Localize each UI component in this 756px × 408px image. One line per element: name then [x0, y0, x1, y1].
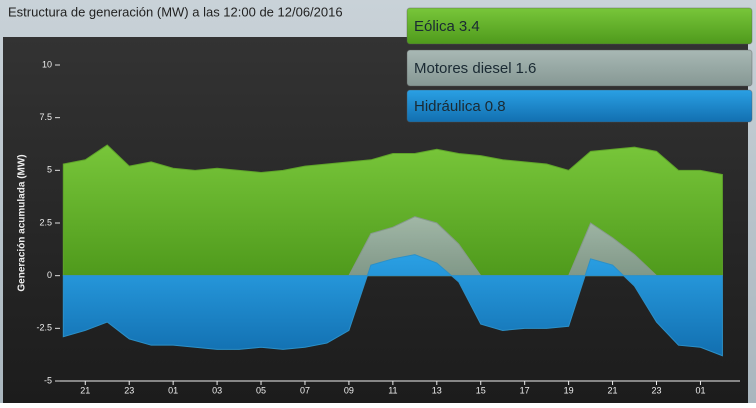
x-tick-label: 11: [388, 385, 397, 395]
x-tick-label: 03: [212, 385, 222, 395]
x-tick-label: 07: [300, 385, 310, 395]
legend-box: [406, 49, 753, 87]
legend-value: 1.6: [516, 60, 537, 77]
area: [62, 254, 723, 357]
legend-label: Motores diesel 1.6: [414, 60, 536, 77]
legend-value: 0.8: [485, 98, 506, 115]
y-axis-label: Generación acumulada (MW): [17, 154, 28, 291]
x-tick-label: 23: [652, 385, 662, 395]
legend-label: Hidráulica 0.8: [414, 98, 506, 115]
legend-name: Motores diesel: [414, 60, 512, 77]
x-tick-label: 09: [344, 385, 354, 395]
x-tick-label: 01: [168, 385, 178, 395]
y-tick-label: -5: [44, 375, 52, 385]
legend-box: [406, 89, 753, 123]
x-tick-label: 21: [80, 385, 90, 395]
y-tick-label: 5: [47, 165, 52, 175]
legend-value: 3.4: [459, 18, 480, 35]
legend: Eólica 3.4 Motores diesel 1.6 Hidráulica 0.8: [406, 7, 753, 123]
x-tick-label: 13: [432, 385, 442, 395]
legend-label: Eólica 3.4: [414, 18, 480, 35]
x-tick-label: 15: [476, 385, 486, 395]
legend-name: Hidráulica: [414, 98, 481, 115]
x-tick-label: 05: [256, 385, 266, 395]
y-tick-label: 10: [42, 59, 52, 69]
y-tick-label: -2.5: [36, 323, 52, 333]
x-tick-label: 17: [520, 385, 530, 395]
chart-title: Estructura de generación (MW) a las 12:0…: [8, 4, 343, 19]
legend-name: Eólica: [414, 18, 456, 35]
y-tick-label: 0: [47, 270, 52, 280]
legend-box: [406, 7, 753, 45]
x-tick-label: 01: [695, 385, 705, 395]
area: [62, 144, 723, 277]
x-tick-label: 19: [564, 385, 574, 395]
y-tick-label: 7.5: [39, 112, 52, 122]
x-tick-label: 23: [124, 385, 134, 395]
x-tick-label: 21: [608, 385, 618, 395]
y-tick-label: 2.5: [39, 217, 52, 227]
